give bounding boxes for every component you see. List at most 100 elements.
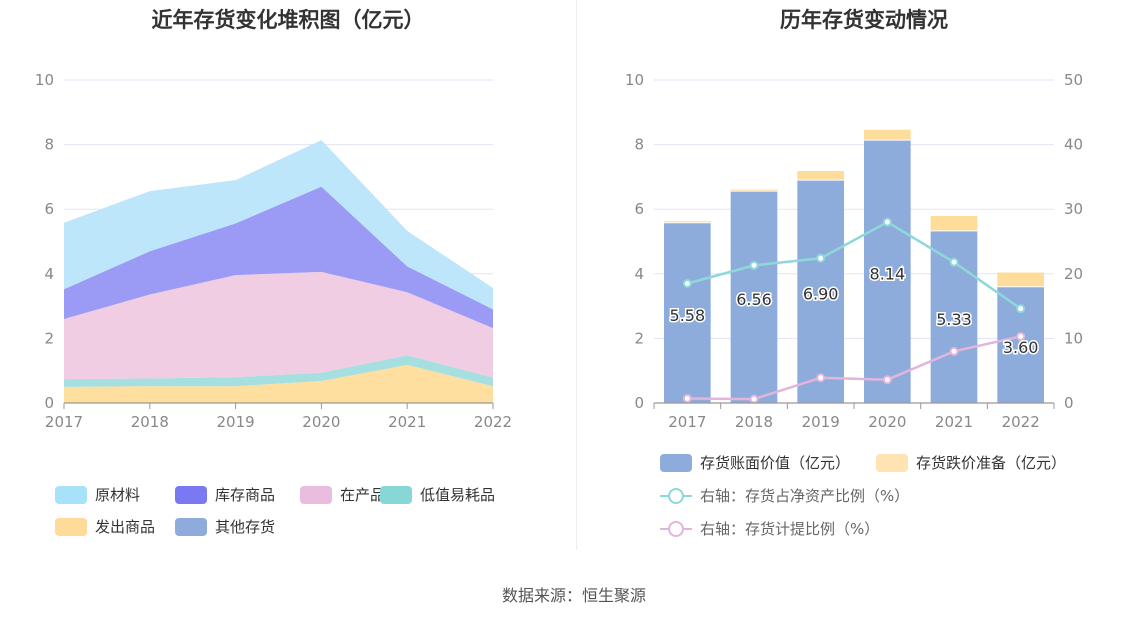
bar	[730, 189, 778, 192]
x-tick-label: 2019	[802, 413, 840, 431]
bar	[797, 180, 844, 403]
y2-tick-label: 40	[1064, 136, 1083, 154]
legend-item[interactable]: 发出商品	[55, 516, 155, 537]
bar-value-label: 6.56	[736, 290, 772, 309]
data-source: 数据来源：恒生聚源	[501, 586, 646, 605]
bar	[664, 222, 711, 403]
legend-label: 右轴：存货占净资产比例（%）	[700, 487, 910, 505]
y2-tick-label: 20	[1064, 265, 1083, 283]
legend-label: 存货账面价值（亿元）	[700, 454, 851, 472]
x-tick-label: 2019	[217, 413, 255, 431]
x-tick-label: 2021	[388, 413, 426, 431]
legend-swatch	[175, 485, 207, 504]
legend-swatch	[55, 517, 87, 536]
legend-swatch	[876, 453, 908, 472]
y-tick-label: 0	[44, 394, 54, 412]
line-point	[816, 373, 826, 383]
x-tick-label: 2018	[131, 413, 169, 431]
line-point	[682, 278, 692, 288]
y-tick-label: 6	[634, 200, 644, 218]
bar	[997, 272, 1044, 287]
legend-item[interactable]: 原材料	[55, 484, 140, 505]
legend-swatch	[660, 520, 692, 538]
line-point	[949, 346, 959, 356]
right-legend: 存货账面价值（亿元） 存货跌价准备（亿元） 右轴：存货占净资产比例（%） 右轴：存货计…	[576, 452, 1148, 547]
y2-tick-label: 10	[1064, 329, 1083, 347]
inventory-bar-line-chart: 0 2 4 6 8 10 0 10 20 30 40 50 5.58 6.56 6.90 8.14 5.33 3.…	[625, 71, 1083, 431]
line-series	[687, 335, 1021, 401]
x-tick-label: 2021	[935, 413, 973, 431]
y2-tick-label: 30	[1064, 200, 1083, 218]
line-point	[749, 394, 759, 404]
area-series	[64, 186, 493, 329]
legend-label: 在产品	[340, 486, 386, 504]
x-tick-label: 2022	[1002, 413, 1040, 431]
y2-tick-label: 50	[1064, 71, 1083, 89]
bar	[930, 215, 978, 231]
y-tick-label: 10	[35, 71, 54, 89]
x-tick-label: 2022	[474, 413, 512, 431]
line-series	[687, 220, 1022, 310]
legend-item[interactable]: 在产品	[300, 484, 385, 505]
line-point	[949, 257, 959, 267]
legend-item[interactable]: 存货跌价准备（亿元）	[876, 452, 1066, 473]
y-tick-label: 2	[44, 329, 54, 347]
y-tick-label: 6	[44, 200, 54, 218]
x-tick-label: 2017	[45, 413, 83, 431]
legend-item[interactable]: 右轴：存货计提比例（%）	[660, 518, 879, 539]
legend-item[interactable]: 存货账面价值（亿元）	[660, 452, 850, 473]
legend-swatch	[660, 487, 692, 505]
bar-value-label: 6.90	[803, 285, 839, 304]
legend-item[interactable]: 低值易耗品	[380, 484, 495, 505]
y2-tick-label: 0	[1064, 394, 1074, 412]
bar	[864, 140, 911, 403]
area-series	[64, 355, 493, 387]
legend-label: 低值易耗品	[420, 486, 496, 504]
bar	[730, 191, 778, 403]
panel-divider	[576, 0, 577, 550]
legend-swatch	[660, 453, 692, 472]
area-series	[64, 271, 493, 380]
y-tick-label: 10	[625, 71, 644, 89]
legend-label: 其他存货	[215, 518, 276, 536]
line-point	[816, 253, 826, 263]
line-point	[749, 260, 759, 270]
y-tick-label: 8	[44, 136, 54, 154]
legend-item[interactable]: 其他存货	[175, 516, 275, 537]
line-point	[882, 375, 892, 385]
legend-label: 存货跌价准备（亿元）	[916, 454, 1067, 472]
line-point	[882, 217, 892, 227]
legend-label: 库存商品	[215, 486, 276, 504]
bar-value-label: 8.14	[870, 265, 906, 284]
line-point	[1016, 331, 1026, 341]
area-series	[64, 140, 493, 310]
left-legend: 原材料 库存商品 在产品 低值易耗品发出商品 其他存货	[0, 484, 576, 554]
area-series	[64, 364, 493, 403]
bar-value-label: 5.58	[670, 306, 706, 325]
line-point	[1016, 304, 1026, 314]
stacked-area-chart: 0 2 4 6 8 10 2017 2018 2019 2020 2021 2022	[35, 71, 512, 431]
legend-swatch	[55, 485, 87, 504]
bar	[664, 221, 711, 223]
y-tick-label: 2	[634, 329, 644, 347]
bar	[797, 171, 844, 181]
y-tick-label: 8	[634, 136, 644, 154]
x-tick-label: 2020	[302, 413, 340, 431]
bar	[864, 129, 911, 141]
legend-swatch	[380, 485, 412, 504]
x-tick-label: 2017	[668, 413, 706, 431]
right-chart-title: 历年存货变动情况	[780, 8, 948, 32]
bar-value-label: 5.33	[936, 310, 972, 329]
x-tick-label: 2020	[868, 413, 906, 431]
legend-item[interactable]: 库存商品	[175, 484, 275, 505]
y-tick-label: 0	[634, 394, 644, 412]
left-chart-title: 近年存货变化堆积图（亿元）	[151, 8, 425, 32]
line-point	[682, 393, 692, 403]
legend-item[interactable]: 右轴：存货占净资产比例（%）	[660, 485, 909, 506]
legend-label: 发出商品	[95, 518, 156, 536]
bar-value-label: 3.60	[1003, 338, 1039, 357]
legend-label: 右轴：存货计提比例（%）	[700, 520, 880, 538]
y-tick-label: 4	[44, 265, 54, 283]
y-tick-label: 4	[634, 265, 644, 283]
legend-label: 原材料	[95, 486, 141, 504]
